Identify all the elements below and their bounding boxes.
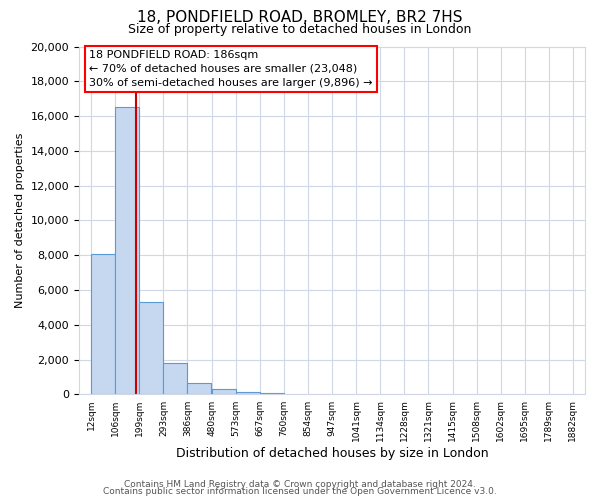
Bar [163, 363, 187, 394]
Text: Size of property relative to detached houses in London: Size of property relative to detached ho… [128, 22, 472, 36]
Bar [212, 389, 236, 394]
Text: 18 PONDFIELD ROAD: 186sqm
← 70% of detached houses are smaller (23,048)
30% of s: 18 PONDFIELD ROAD: 186sqm ← 70% of detac… [89, 50, 373, 88]
Bar [260, 392, 284, 394]
Text: 18, PONDFIELD ROAD, BROMLEY, BR2 7HS: 18, PONDFIELD ROAD, BROMLEY, BR2 7HS [137, 10, 463, 25]
Bar [236, 392, 260, 394]
Bar [115, 108, 139, 395]
Y-axis label: Number of detached properties: Number of detached properties [15, 133, 25, 308]
Bar [187, 383, 211, 394]
Bar [91, 254, 115, 394]
Text: Contains public sector information licensed under the Open Government Licence v3: Contains public sector information licen… [103, 487, 497, 496]
Text: Contains HM Land Registry data © Crown copyright and database right 2024.: Contains HM Land Registry data © Crown c… [124, 480, 476, 489]
X-axis label: Distribution of detached houses by size in London: Distribution of detached houses by size … [176, 447, 488, 460]
Bar [139, 302, 163, 394]
